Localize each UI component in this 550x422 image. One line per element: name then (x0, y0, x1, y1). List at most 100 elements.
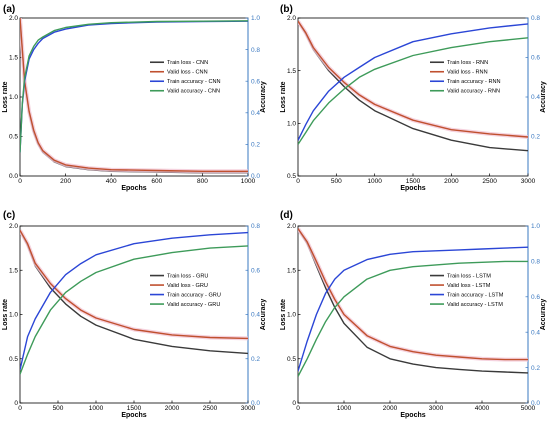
plot-frame (297, 225, 529, 404)
x-tick-label: 1500 (127, 405, 142, 412)
x-axis-title: Epochs (400, 185, 425, 192)
x-tick-label: 500 (331, 178, 342, 185)
y-tick-label: 0.0 (9, 173, 18, 180)
series-line-4 (298, 260, 528, 377)
series-line-4 (20, 20, 248, 153)
series-line-4 (298, 37, 528, 145)
legend: Train loss - GRU Valid loss - GRU Train ac… (150, 274, 221, 308)
y-tick-label: 2.0 (287, 223, 296, 230)
y2-tick-label: 0.8 (251, 47, 260, 54)
y2-tick-label: 0.4 (251, 312, 260, 319)
x-tick-label: 4000 (475, 405, 490, 412)
series-line-3 (298, 23, 528, 141)
y-tick-label: 1.0 (9, 312, 18, 319)
legend-entry: Train loss - CNN (167, 60, 208, 66)
x-tick-label: 0 (296, 178, 300, 185)
x-tick-label: 3000 (429, 405, 444, 412)
panel-label: (c) (3, 210, 15, 221)
series-line-3 (20, 231, 248, 370)
legend-entry: Valid loss - GRU (167, 283, 208, 289)
y2-tick-label: 0.2 (531, 134, 540, 141)
y-tick-label: 1.0 (287, 312, 296, 319)
series-group (20, 18, 248, 174)
x-tick-label: 200 (60, 178, 71, 185)
x-tick-label: 2000 (383, 405, 398, 412)
legend-entry: Train loss - RNN (447, 60, 488, 66)
x-tick-label: 600 (151, 178, 162, 185)
legend-entry: Valid accuracy - CNN (167, 89, 220, 95)
series-band-2 (20, 229, 248, 341)
legend-entry: Train accuracy - CNN (167, 79, 221, 85)
x-tick-label: 0 (296, 405, 300, 412)
legend: Train loss - LSTM Valid loss - LSTM Train … (430, 274, 504, 308)
y2-axis-title: Accuracy (540, 299, 547, 331)
x-axis-title: Epochs (121, 185, 146, 192)
y-axis-title: Loss rate (2, 81, 9, 112)
chart-panel-4: (d) 0 1000 2000 3000 4000 5000 0 0.5 1.0 1.5 2.0 0.0… (280, 210, 547, 419)
legend-entry: Valid loss - LSTM (447, 283, 491, 289)
legend-entry: Train accuracy - RNN (447, 79, 501, 85)
y2-tick-label: 0.2 (251, 142, 260, 149)
y-tick-label: 1.5 (9, 55, 18, 62)
x-axis-title: Epochs (121, 412, 146, 419)
x-tick-label: 1000 (367, 178, 382, 185)
series-line-2 (20, 18, 248, 173)
y-tick-label: 0 (292, 400, 296, 407)
y-tick-label: 1.5 (287, 68, 296, 75)
x-tick-label: 3000 (521, 178, 536, 185)
y-tick-label: 0.5 (9, 134, 18, 141)
panel-label: (d) (280, 210, 293, 221)
y2-tick-label: 0.4 (531, 329, 540, 336)
legend-entry: Train loss - LSTM (447, 274, 491, 280)
y2-tick-label: 0.2 (251, 356, 260, 363)
x-tick-label: 2000 (444, 178, 459, 185)
x-axis-title: Epochs (400, 412, 425, 419)
y2-tick-label: 0.4 (251, 110, 260, 117)
series-line-3 (298, 246, 528, 372)
y-tick-label: 0 (14, 400, 18, 407)
y-tick-label: 0.5 (9, 356, 18, 363)
series-line-1 (20, 18, 248, 174)
plot-frame (19, 17, 249, 177)
plot-frame (19, 225, 249, 404)
series-line-2 (298, 228, 528, 361)
y2-tick-label: 0.6 (531, 294, 540, 301)
y2-tick-label: 1.0 (251, 15, 260, 22)
x-tick-label: 1000 (241, 178, 256, 185)
legend-entry: Train loss - GRU (167, 274, 208, 280)
legend-entry: Valid accuracy - LSTM (447, 302, 503, 308)
chart-panel-3: (c) 0 500 1000 1500 2000 2500 3000 0 0.5 1.0 1.5 2.0… (2, 210, 267, 419)
y2-axis-title: Accuracy (260, 299, 267, 331)
x-tick-label: 2500 (482, 178, 497, 185)
series-group (298, 20, 528, 152)
legend-entry: Valid accuracy - RNN (447, 89, 500, 95)
y2-tick-label: 0.6 (251, 267, 260, 274)
legend-entry: Valid loss - CNN (167, 70, 208, 76)
y-tick-label: 2.0 (287, 15, 296, 22)
series-line-2 (298, 20, 528, 138)
x-tick-label: 3000 (241, 405, 256, 412)
y-tick-label: 1.0 (9, 94, 18, 101)
chart-panel-2: (b) 0 500 1000 1500 2000 2500 3000 0.5 1.0 1.5 2.0 0… (280, 4, 547, 192)
panel-label: (b) (280, 4, 293, 15)
x-tick-label: 0 (18, 405, 22, 412)
x-tick-label: 500 (53, 405, 64, 412)
y-tick-label: 1.0 (287, 121, 296, 128)
y2-tick-label: 0.8 (531, 15, 540, 22)
y2-tick-label: 1.0 (531, 223, 540, 230)
x-tick-label: 0 (18, 178, 22, 185)
legend: Train loss - CNN Valid loss - CNN Train ac… (150, 60, 221, 95)
y2-tick-label: 0.4 (531, 94, 540, 101)
y2-tick-label: 0.0 (531, 400, 540, 407)
series-line-4 (20, 245, 248, 375)
y2-tick-label: 0.0 (251, 400, 260, 407)
x-tick-label: 2000 (165, 405, 180, 412)
legend-entry: Train accuracy - LSTM (447, 293, 504, 299)
series-line-2 (20, 230, 248, 340)
legend-entry: Valid loss - RNN (447, 70, 488, 76)
y-axis-title: Loss rate (280, 81, 287, 112)
legend-entry: Valid accuracy - GRU (167, 302, 220, 308)
series-line-3 (20, 20, 248, 153)
y2-tick-label: 0.8 (251, 223, 260, 230)
